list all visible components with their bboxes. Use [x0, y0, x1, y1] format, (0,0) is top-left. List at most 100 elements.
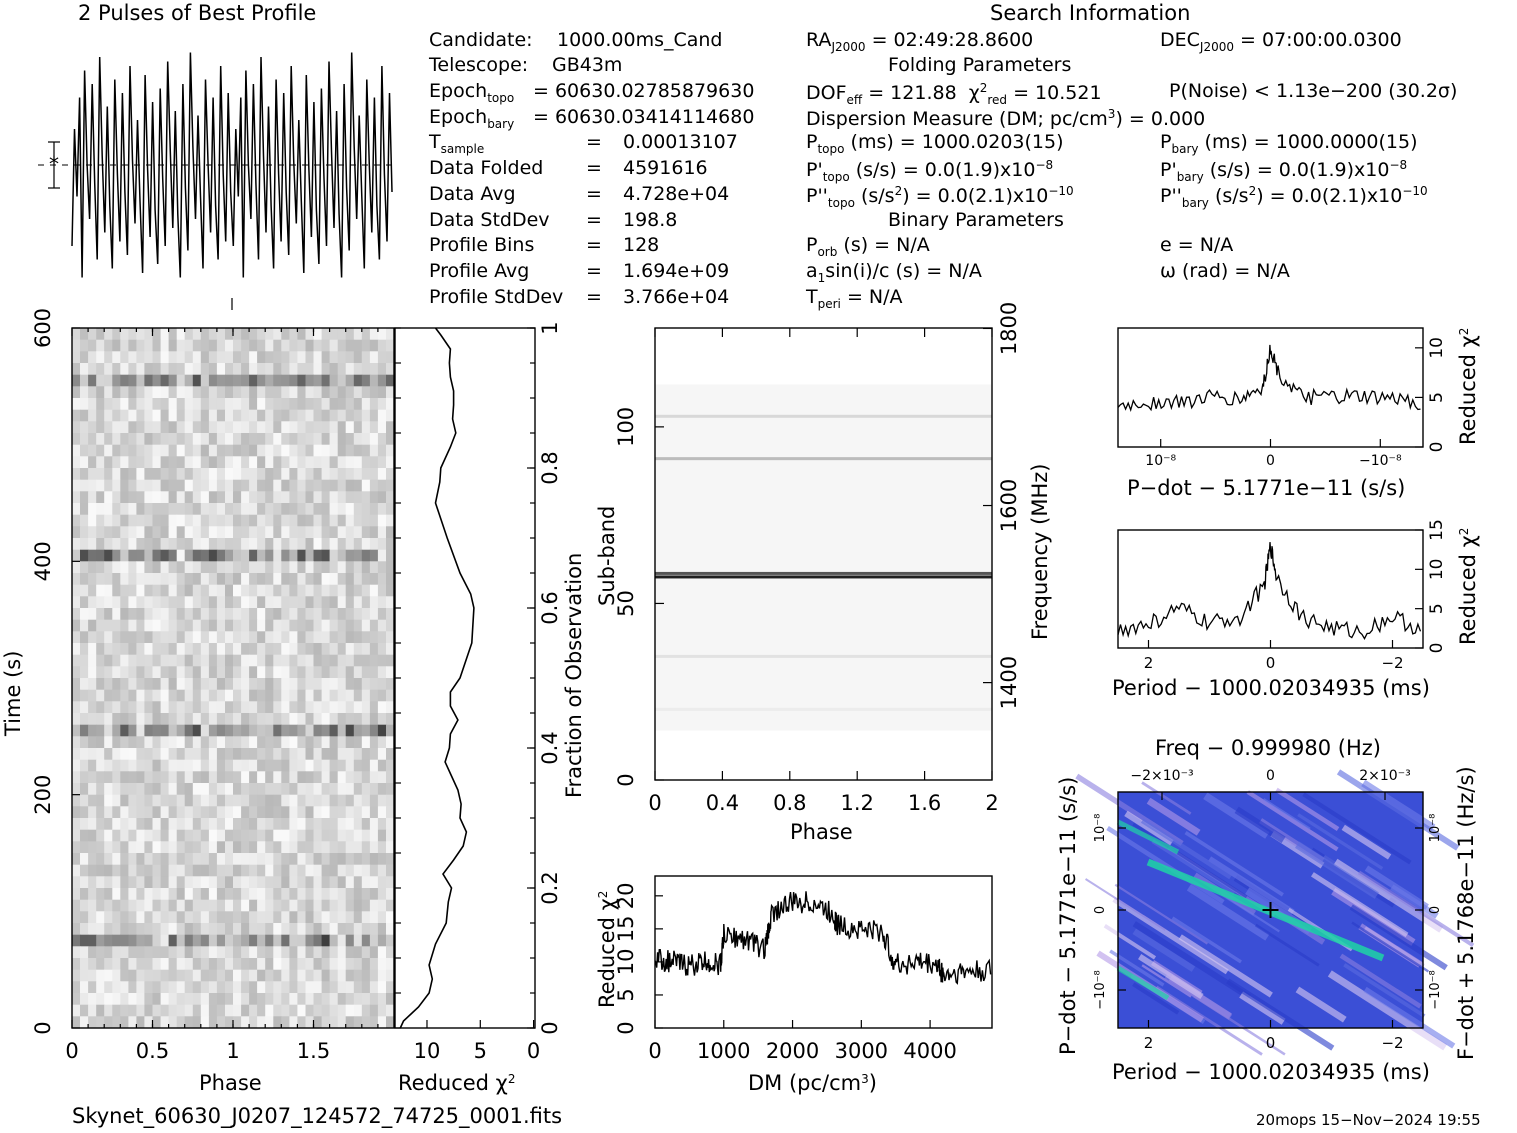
- pixel: [112, 573, 121, 586]
- pixel: [289, 573, 298, 586]
- tick-label: 0.2: [538, 871, 562, 904]
- pixel: [353, 713, 363, 726]
- pixel: [321, 339, 331, 352]
- pixel: [80, 841, 89, 854]
- pixel: [176, 386, 186, 399]
- pixel: [176, 713, 186, 726]
- dm-line: Dispersion Measure (DM; pc/cm3) = 0.000: [806, 107, 1206, 130]
- pixel: [88, 736, 97, 749]
- pixel: [152, 363, 161, 376]
- pixel: [96, 818, 105, 831]
- pixel: [88, 829, 97, 842]
- pixel: [313, 981, 322, 994]
- pixel: [104, 946, 113, 959]
- pixel: [112, 1016, 121, 1029]
- pixel: [377, 794, 387, 807]
- timephase-ylabel: Time (s): [1, 650, 25, 736]
- pixel: [249, 818, 258, 831]
- pixel: [184, 689, 194, 702]
- pixel: [241, 864, 250, 877]
- pixel: [329, 409, 339, 422]
- pixel: [321, 701, 331, 714]
- pixel: [289, 491, 298, 504]
- profile-avg-value: 1.694e+09: [623, 260, 730, 282]
- pixel: [200, 363, 210, 376]
- pixel: [208, 993, 218, 1006]
- pixel: [216, 806, 226, 819]
- pixel: [281, 328, 290, 341]
- pixel: [80, 724, 89, 737]
- profile-title: 2 Pulses of Best Profile: [78, 1, 317, 25]
- pixel: [120, 491, 129, 504]
- pixel: [337, 643, 347, 656]
- pixel: [96, 596, 105, 609]
- pixel: [128, 491, 137, 504]
- pixel: [297, 526, 306, 539]
- pixel: [249, 409, 258, 422]
- pixel: [200, 934, 210, 947]
- pixel: [273, 969, 282, 982]
- pixel: [208, 876, 218, 889]
- pixel: [289, 549, 298, 562]
- tsample-value: 0.00013107: [623, 131, 738, 153]
- pixel: [208, 468, 218, 481]
- pixel: [128, 398, 137, 411]
- pixel: [281, 946, 290, 959]
- tick-label: 5: [1427, 392, 1447, 403]
- pixel: [208, 363, 218, 376]
- pixel: [305, 666, 314, 679]
- pixel: [345, 573, 355, 586]
- contour-streak: [1239, 991, 1286, 1025]
- tick-label: 5: [614, 988, 638, 1001]
- pixel: [369, 841, 379, 854]
- pixel: [80, 981, 89, 994]
- pixel: [345, 899, 355, 912]
- pixel: [72, 958, 81, 971]
- pixel: [200, 526, 210, 539]
- pixel: [192, 888, 202, 901]
- pixel: [249, 771, 258, 784]
- pixel: [96, 619, 105, 632]
- pixel: [321, 713, 331, 726]
- pixel: [112, 409, 121, 422]
- pixel: [249, 841, 258, 854]
- pixel: [120, 981, 129, 994]
- pixel: [313, 806, 322, 819]
- pixel: [200, 339, 210, 352]
- pixel: [152, 444, 161, 457]
- pixel: [128, 748, 137, 761]
- pixel: [241, 596, 250, 609]
- pixel: [72, 771, 81, 784]
- pixel: [152, 794, 161, 807]
- pixel: [297, 398, 306, 411]
- pixel: [297, 433, 306, 446]
- pixel: [369, 678, 379, 691]
- pixel: [353, 549, 363, 562]
- contour-streak: [1220, 893, 1280, 933]
- pixel: [345, 923, 355, 936]
- pixel: [192, 666, 202, 679]
- pixel: [345, 421, 355, 434]
- pixel: [233, 841, 242, 854]
- pixel: [152, 1016, 161, 1029]
- pixel: [208, 1004, 218, 1017]
- pixel: [168, 958, 178, 971]
- pixel: [80, 689, 89, 702]
- pixel: [216, 479, 226, 492]
- pixel: [152, 771, 161, 784]
- pixel: [208, 351, 218, 364]
- pixel: [305, 409, 314, 422]
- pixel: [192, 561, 202, 574]
- pixel: [289, 958, 298, 971]
- pixel: [88, 526, 97, 539]
- tick-label: 1.5: [297, 1039, 330, 1063]
- pixel: [281, 1004, 290, 1017]
- pixel: [168, 806, 178, 819]
- pixel: [281, 829, 290, 842]
- pixel: [241, 899, 250, 912]
- pixel: [128, 806, 137, 819]
- pixel: [265, 748, 274, 761]
- pixel: [321, 514, 331, 527]
- pixel: [369, 1004, 379, 1017]
- pixel: [192, 654, 202, 667]
